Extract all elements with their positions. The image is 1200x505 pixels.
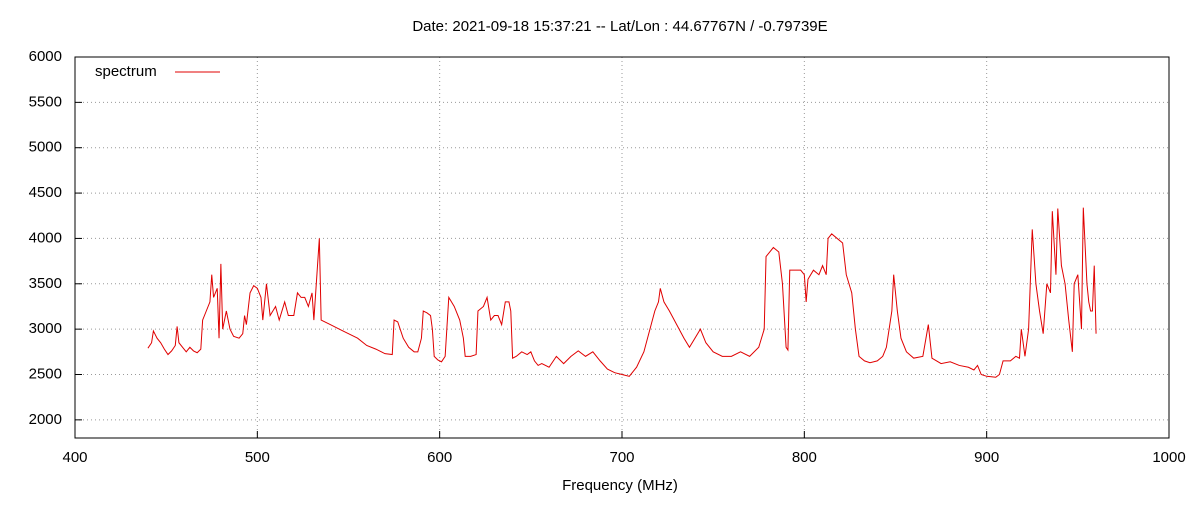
y-tick-label: 4500 (29, 184, 62, 201)
y-tick-label: 4000 (29, 229, 62, 246)
x-tick-label: 400 (62, 449, 87, 466)
legend-label: spectrum (95, 63, 157, 80)
y-tick-label: 6000 (29, 48, 62, 65)
x-tick-label: 600 (427, 449, 452, 466)
y-tick-label: 2500 (29, 365, 62, 382)
chart-title: Date: 2021-09-18 15:37:21 -- Lat/Lon : 4… (412, 18, 827, 35)
y-tick-label: 3500 (29, 275, 62, 292)
x-tick-label: 1000 (1152, 449, 1185, 466)
x-tick-label: 900 (974, 449, 999, 466)
y-tick-label: 5000 (29, 139, 62, 156)
y-tick-label: 2000 (29, 411, 62, 428)
plot-frame (74, 56, 1170, 439)
x-tick-label: 800 (792, 449, 817, 466)
x-axis-label: Frequency (MHz) (562, 477, 678, 494)
series-line (147, 207, 1097, 378)
y-tick-label: 5500 (29, 93, 62, 110)
y-tick-label: 3000 (29, 320, 62, 337)
x-tick-label: 700 (609, 449, 634, 466)
x-tick-label: 500 (245, 449, 270, 466)
